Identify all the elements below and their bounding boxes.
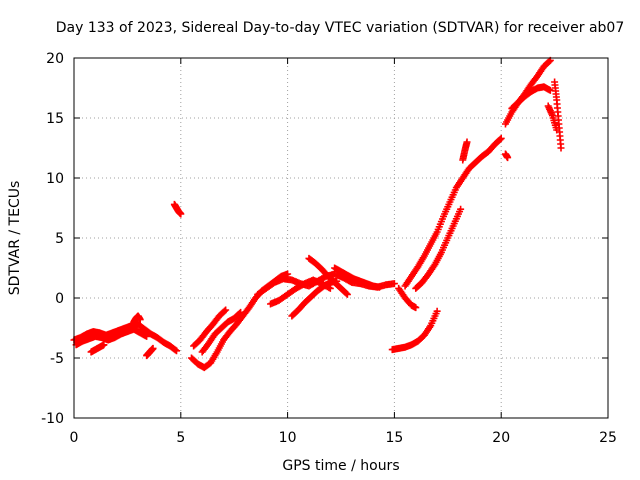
x-tick-label: 10	[279, 430, 297, 446]
y-tick-label: 0	[55, 291, 64, 307]
series-seg-dip-c	[198, 308, 245, 356]
series-seg-low	[388, 307, 441, 354]
data-point	[463, 138, 471, 146]
data-point	[496, 135, 504, 143]
data-point	[173, 347, 181, 355]
data-point	[100, 341, 108, 349]
data-point	[177, 210, 185, 218]
series-seg-rise-b	[412, 205, 465, 292]
y-tick-label: -10	[41, 411, 64, 427]
series-seg-dip-a	[187, 270, 292, 372]
series-seg-rise-c	[459, 138, 471, 164]
series-seg-mid-e	[331, 264, 383, 291]
x-tick-label: 25	[599, 430, 617, 446]
y-tick-label: 5	[55, 231, 64, 247]
series-seg-early-b	[72, 325, 151, 349]
y-tick-label: 10	[46, 171, 64, 187]
data-point	[222, 306, 230, 314]
data-point	[545, 57, 553, 65]
axis-ticks: 0 5 10 15 20 25 -10 -5 0 5 10 15 20	[41, 51, 617, 446]
data-point	[342, 289, 350, 297]
series-seg-mid-d	[305, 254, 351, 298]
y-axis-label: SDTVAR / TECUs	[7, 181, 23, 296]
y-tick-label: 20	[46, 51, 64, 67]
data-point	[136, 316, 144, 324]
series-seg-peak-b	[508, 83, 554, 112]
data-point	[343, 290, 351, 298]
series-seg-isolated	[170, 200, 185, 218]
grid-lines	[74, 58, 608, 418]
x-tick-label: 15	[385, 430, 403, 446]
series-seg-dip-b	[190, 306, 230, 350]
data-point	[221, 307, 229, 315]
series-seg-mid-c	[288, 277, 341, 320]
series-seg-early-e	[143, 344, 157, 360]
data-point	[497, 134, 505, 142]
y-tick-label: 15	[46, 111, 64, 127]
data-point	[412, 304, 420, 312]
chart-title: Day 133 of 2023, Sidereal Day-to-day VTE…	[56, 20, 625, 36]
data-point	[553, 126, 561, 134]
data-point	[390, 280, 398, 288]
series-seg-early-c	[87, 341, 108, 356]
data-point	[457, 205, 465, 213]
data-point	[504, 154, 512, 162]
data-point	[143, 332, 151, 340]
data-point	[433, 307, 441, 315]
data-point	[375, 283, 383, 291]
x-tick-label: 20	[492, 430, 510, 446]
series-seg-peak-d	[544, 102, 561, 134]
series-seg-mid-f	[395, 284, 420, 312]
y-tick-label: -5	[50, 351, 64, 367]
series-seg-rise-a	[401, 134, 505, 290]
x-axis-label: GPS time / hours	[282, 458, 399, 474]
data-point	[237, 308, 245, 316]
series-seg-rise-d	[501, 150, 512, 162]
x-tick-label: 5	[176, 430, 185, 446]
data-point	[326, 284, 334, 292]
x-tick-label: 0	[70, 430, 79, 446]
data-points	[70, 56, 565, 372]
data-point	[236, 309, 244, 317]
series-seg-early-d	[130, 312, 144, 326]
data-point	[557, 144, 565, 152]
data-point	[149, 344, 157, 352]
